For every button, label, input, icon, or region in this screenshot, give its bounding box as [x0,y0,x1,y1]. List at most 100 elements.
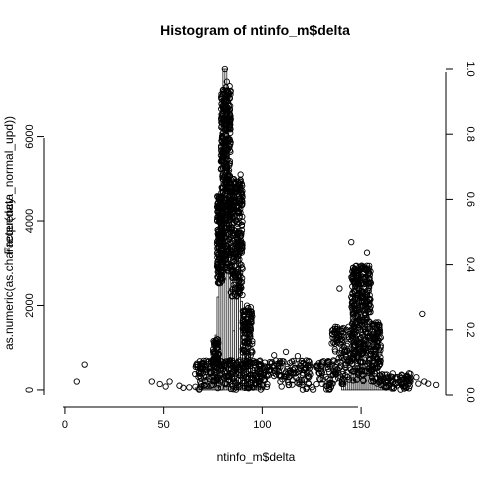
scatter-point [432,381,440,389]
y-right-tick-label: 0.2 [464,322,476,337]
scatter-point [228,224,235,231]
scatter-point [351,365,359,372]
scatter-point [337,358,344,365]
scatter-point [197,380,205,388]
scatter-point [210,365,218,372]
scatter-point [209,361,216,368]
scatter-point [281,370,289,377]
scatter-point [225,91,233,98]
scatter-point [248,383,256,391]
scatter-point [329,380,336,387]
scatter-point [219,194,226,201]
scatter-point [218,184,225,191]
scatter-point [403,383,410,391]
scatter-point [217,222,225,229]
scatter-point [236,287,243,294]
scatter-point [219,204,226,211]
scatter-point [241,338,248,345]
scatter-point [227,216,235,223]
scatter-point [331,346,338,353]
scatter-point [233,292,241,299]
scatter-point [413,374,420,381]
scatter-point [282,373,289,380]
scatter-point [387,377,395,385]
scatter-point [234,220,241,227]
scatter-point [334,324,341,331]
scatter-point [248,349,255,356]
scatter-point [406,382,413,390]
scatter-point [265,367,273,375]
scatter-point [350,377,357,384]
scatter-point [217,384,225,391]
scatter-point [317,376,324,383]
scatter-point [264,371,272,378]
scatter-point [224,136,232,143]
scatter-point [348,273,355,281]
scatter-point [278,383,285,390]
scatter-points [73,65,440,393]
scatter-point [198,365,205,372]
scatter-point [349,321,356,328]
scatter-point [223,87,231,94]
scatter-point [366,262,373,270]
scatter-point [216,377,223,385]
scatter-point [365,284,373,291]
scatter-point [289,376,296,384]
scatter-point [221,172,229,179]
scatter-point [196,372,204,380]
scatter-point [315,369,322,377]
scatter-point [368,366,375,374]
scatter-point [237,269,244,276]
scatter-point [353,262,360,269]
scatter-point [393,375,400,382]
scatter-point [248,315,255,322]
scatter-point [350,322,358,329]
scatter-point [218,202,226,209]
scatter-point [282,348,290,356]
scatter-point [236,192,243,199]
scatter-point [228,176,235,184]
scatter-point [224,156,231,164]
scatter-point [263,383,271,391]
scatter-point [333,335,340,342]
scatter-point [352,312,359,320]
scatter-point [226,373,233,380]
scatter-point [379,371,386,378]
scatter-point [223,78,230,85]
scatter-point [333,337,340,344]
scatter-point [231,284,239,292]
scatter-point [219,261,226,268]
scatter-point [370,343,377,351]
scatter-point [243,381,250,388]
scatter-point [358,358,365,365]
scatter-point [214,336,221,343]
scatter-point [370,351,377,358]
scatter-point [366,281,373,288]
scatter-point [337,341,344,348]
scatter-point [156,380,163,388]
scatter-point [374,342,381,350]
scatter-point [375,329,383,336]
y-axis-label-left: as.numeric(as.character(data_normal_upd)… [2,116,16,350]
scatter-point [356,291,364,298]
scatter-point [197,368,205,375]
scatter-point [214,208,221,215]
scatter-point [419,310,426,318]
scatter-point [388,383,395,390]
scatter-point [228,226,235,234]
scatter-point [372,319,380,326]
scatter-point [330,371,337,378]
scatter-point [260,371,267,379]
scatter-point [271,352,278,359]
scatter-point [370,365,377,372]
scatter-point [234,235,241,242]
scatter-point [325,386,332,393]
scatter-point [322,373,330,381]
scatter-point [246,334,254,341]
scatter-point [240,346,247,354]
chart-title: Histogram of ntinfo_m$delta [160,22,350,38]
scatter-point [226,115,233,123]
scatter-point [361,343,369,351]
scatter-point [222,214,229,221]
scatter-point [227,289,234,296]
